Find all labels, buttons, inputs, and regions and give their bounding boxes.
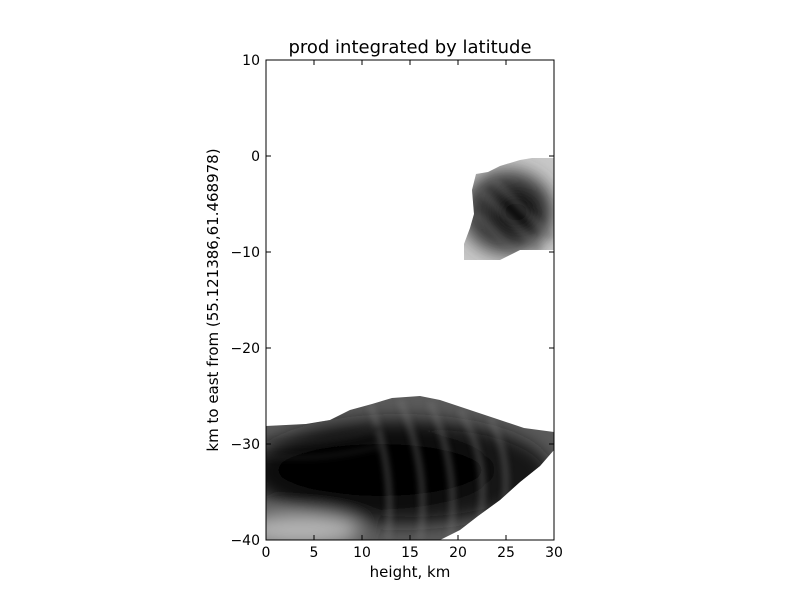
y-tick-label: −10 bbox=[230, 245, 260, 261]
x-tick-label: 25 bbox=[497, 545, 515, 561]
x-tick-label: 20 bbox=[449, 545, 467, 561]
heatmap-region-top bbox=[464, 158, 554, 260]
y-axis-ticks: 10 0 −10 −20 −30 −40 bbox=[230, 53, 554, 549]
x-tick-label: 5 bbox=[310, 545, 319, 561]
x-tick-label: 15 bbox=[401, 545, 419, 561]
x-tick-label: 0 bbox=[262, 545, 271, 561]
y-tick-label: 10 bbox=[242, 53, 260, 69]
chart-title: prod integrated by latitude bbox=[288, 37, 531, 58]
y-tick-label: −30 bbox=[230, 437, 260, 453]
x-tick-label: 30 bbox=[545, 545, 563, 561]
y-axis-label: km to east from (55.121386,61.468978) bbox=[204, 148, 222, 451]
x-tick-label: 10 bbox=[353, 545, 371, 561]
y-tick-label: −40 bbox=[230, 533, 260, 549]
y-tick-label: 0 bbox=[251, 149, 260, 165]
x-axis-ticks: 0 5 10 15 20 25 30 bbox=[262, 60, 563, 561]
y-tick-label: −20 bbox=[230, 341, 260, 357]
x-axis-label: height, km bbox=[370, 563, 451, 581]
